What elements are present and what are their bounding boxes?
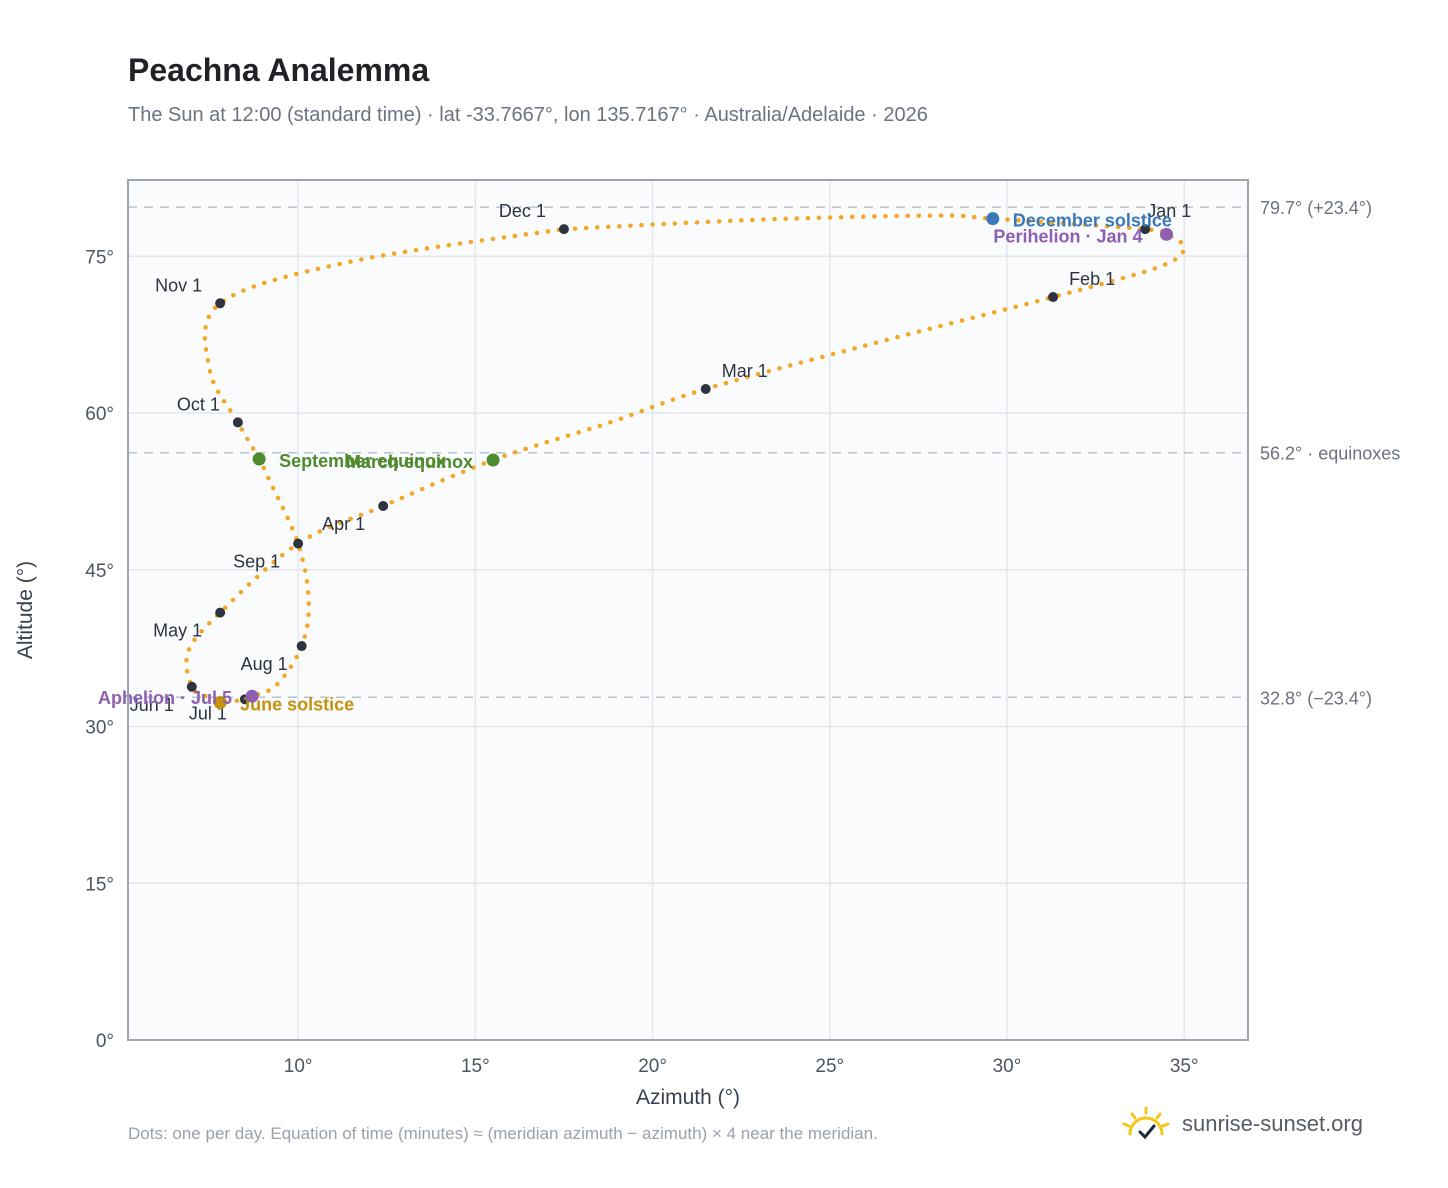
chart-subtitle: The Sun at 12:00 (standard time) · lat -… bbox=[128, 104, 928, 126]
month-marker bbox=[293, 538, 304, 549]
event-marker bbox=[213, 695, 227, 709]
month-marker bbox=[1140, 224, 1151, 235]
month-label: Dec 1 bbox=[499, 201, 546, 221]
month-label: Feb 1 bbox=[1069, 269, 1115, 289]
event-label: March equinox bbox=[346, 452, 473, 472]
month-label: Sep 1 bbox=[233, 552, 280, 572]
reference-lines: 79.7° (+23.4°) 56.2° · equinoxes 32.8° (−2… bbox=[128, 198, 1400, 708]
event-label: Aphelion · Jul 5 bbox=[98, 688, 232, 708]
month-marker bbox=[378, 501, 389, 512]
month-label: Apr 1 bbox=[322, 514, 365, 534]
x-axis-label: Azimuth (°) bbox=[636, 1086, 740, 1109]
brand-name: sunrise-sunset.org bbox=[1182, 1111, 1363, 1136]
event-label: June solstice bbox=[240, 694, 354, 714]
event-marker bbox=[486, 453, 500, 467]
month-label: Aug 1 bbox=[241, 654, 288, 674]
event-label: Perihelion · Jan 4 bbox=[993, 226, 1142, 246]
y-tick-label: 30° bbox=[85, 718, 114, 739]
month-marker bbox=[232, 417, 243, 428]
reference-line-label: 79.7° (+23.4°) bbox=[1260, 198, 1372, 218]
y-tick-label: 75° bbox=[85, 247, 114, 268]
month-label: Jun 1 bbox=[130, 695, 174, 715]
month-label: Mar 1 bbox=[722, 361, 768, 381]
month-marker bbox=[558, 224, 569, 235]
month-marker bbox=[215, 607, 226, 618]
x-tick-label: 10° bbox=[284, 1056, 313, 1077]
reference-line-label: 56.2° · equinoxes bbox=[1260, 444, 1400, 464]
x-tick-label: 30° bbox=[993, 1056, 1022, 1077]
event-marker bbox=[245, 689, 259, 703]
event-label: September equinox bbox=[279, 451, 446, 471]
plot-frame bbox=[127, 179, 1249, 1041]
event-marker bbox=[252, 452, 266, 466]
sun-checkmark-icon bbox=[1122, 1106, 1170, 1140]
x-tick-label: 15° bbox=[461, 1056, 490, 1077]
event-marker bbox=[986, 212, 1000, 226]
month-marker bbox=[186, 681, 197, 692]
month-marker bbox=[700, 383, 711, 394]
x-tick-label: 20° bbox=[638, 1056, 667, 1077]
chart-footnote: Dots: one per day. Equation of time (min… bbox=[128, 1124, 878, 1143]
event-label: December solstice bbox=[1013, 211, 1172, 231]
brand[interactable]: sunrise-sunset.org bbox=[1120, 1102, 1363, 1146]
reference-line-label: 32.8° (−23.4°) bbox=[1260, 688, 1372, 708]
y-tick-label: 0° bbox=[96, 1031, 114, 1052]
month-marker bbox=[1048, 292, 1059, 303]
y-tick-label: 45° bbox=[85, 561, 114, 582]
event-marker bbox=[1159, 227, 1173, 241]
plot-background bbox=[128, 180, 1248, 1040]
y-tick-label: 15° bbox=[85, 874, 114, 895]
month-label: Jan 1 bbox=[1147, 201, 1191, 221]
month-marker bbox=[296, 641, 307, 652]
y-axis-label: Altitude (°) bbox=[14, 561, 37, 659]
axis-ticks: 10° 15° 20° 25° 30° 35° 0° 15° 30° 45° 60° 75° bbox=[85, 247, 1198, 1077]
month-label: Oct 1 bbox=[177, 394, 220, 414]
x-tick-label: 25° bbox=[815, 1056, 844, 1077]
x-tick-label: 35° bbox=[1170, 1056, 1199, 1077]
month-label: May 1 bbox=[153, 621, 202, 641]
month-label: Nov 1 bbox=[155, 275, 202, 295]
chart-title: Peachna Analemma bbox=[128, 52, 430, 88]
month-marker bbox=[215, 298, 226, 309]
y-tick-label: 60° bbox=[85, 404, 114, 425]
